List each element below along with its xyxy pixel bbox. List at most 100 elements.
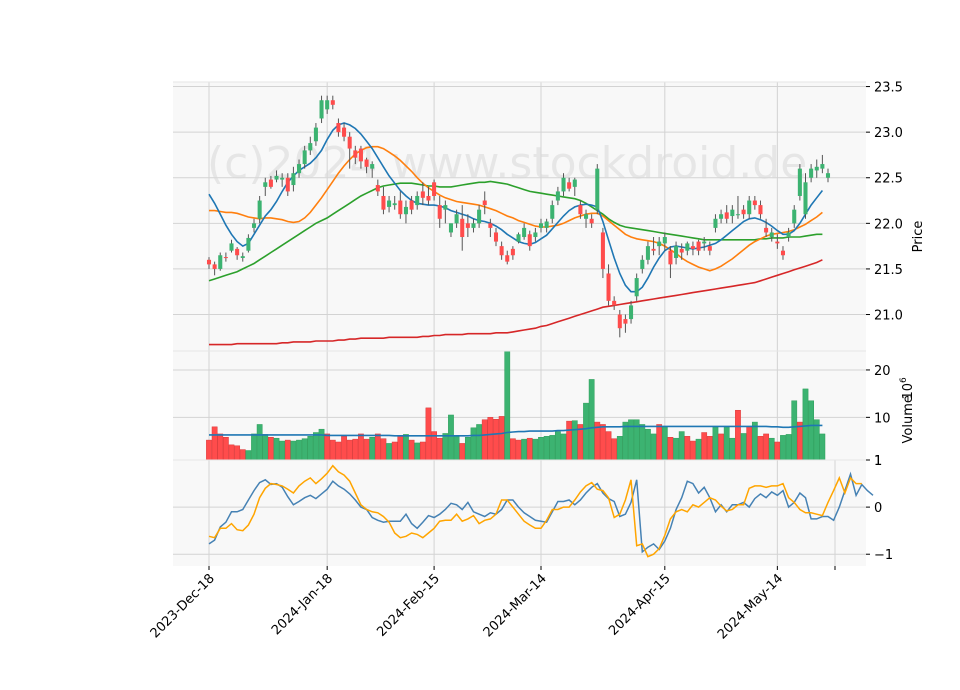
moving-average-mid-line	[209, 145, 823, 272]
candle-body	[595, 168, 600, 210]
candle	[809, 164, 814, 183]
candle-body	[747, 200, 752, 215]
candle-body	[510, 248, 515, 256]
volume-bar	[768, 437, 775, 461]
watermark-text: (c)2024 www.stockdroid.de	[207, 138, 807, 189]
candle	[730, 205, 735, 224]
candle-body	[308, 143, 313, 151]
candle-body	[724, 212, 729, 219]
volume-bar	[251, 433, 257, 461]
candle	[589, 214, 594, 228]
candle	[719, 209, 724, 224]
volume-bar	[369, 437, 376, 461]
candle	[426, 186, 431, 206]
candle-body	[291, 173, 296, 186]
volume-bar	[521, 438, 528, 461]
volume-bar	[341, 436, 347, 461]
candle	[775, 234, 780, 249]
volume-bar	[268, 437, 274, 461]
volume-bar	[678, 431, 685, 461]
volume-axis-label: Volume	[901, 395, 916, 443]
candle-body	[268, 179, 273, 187]
candle-body	[409, 200, 414, 210]
candle	[505, 250, 510, 265]
volume-bar	[448, 414, 454, 461]
candle	[493, 227, 499, 247]
candle	[291, 166, 296, 192]
candle-body	[668, 250, 673, 265]
candle	[820, 154, 825, 174]
candle-body	[415, 195, 420, 206]
volume-bar	[729, 437, 736, 461]
candle-body	[561, 177, 566, 192]
candle-body	[538, 223, 544, 228]
volume-bar	[650, 433, 657, 461]
volume-bar	[667, 437, 674, 461]
volume-bar	[228, 444, 235, 461]
candle-body	[240, 256, 245, 258]
candle	[465, 214, 470, 238]
volume-bar	[622, 421, 629, 461]
volume-bar	[262, 434, 269, 461]
candle	[584, 209, 589, 228]
candle-body	[662, 237, 667, 244]
volume-average-line	[209, 424, 823, 437]
volume-bar	[335, 441, 342, 461]
candle	[797, 164, 802, 201]
volume-bar	[583, 402, 589, 461]
candle-body	[251, 223, 257, 228]
candle-body	[814, 166, 819, 171]
candle-body	[375, 185, 380, 192]
candle	[358, 145, 363, 169]
candle	[522, 223, 527, 240]
candle	[561, 173, 566, 196]
y-tick-label: 21.0	[874, 309, 903, 324]
candle	[257, 195, 262, 224]
y-tick-label: 21.5	[874, 263, 903, 278]
candle	[533, 227, 538, 242]
volume-bar	[588, 379, 595, 461]
x-tick-label: 2024-May-14	[715, 571, 786, 642]
y-tick-label: 1	[874, 454, 882, 469]
candle-body	[392, 203, 397, 206]
candle-body	[550, 205, 555, 219]
candle	[313, 123, 318, 146]
candle	[482, 191, 487, 215]
candle	[285, 173, 290, 196]
candle-body	[235, 248, 240, 256]
volume-bar	[493, 418, 499, 461]
candle-body	[572, 179, 577, 187]
oscillator-line-blue	[208, 471, 874, 554]
candle	[420, 182, 425, 206]
volume-bar	[808, 400, 814, 461]
volume-bar	[307, 436, 314, 461]
candle	[814, 159, 819, 178]
candle	[499, 241, 504, 260]
volume-bar	[639, 424, 646, 461]
candle	[415, 191, 420, 210]
candle-body	[555, 191, 560, 201]
volume-bar	[785, 434, 792, 461]
candle-body	[797, 168, 802, 196]
y-tick-label: 1	[874, 454, 882, 469]
volume-bar	[296, 439, 302, 461]
volume-bar	[791, 400, 798, 461]
candle-body	[387, 200, 392, 207]
candle	[741, 205, 746, 219]
candle	[792, 205, 797, 228]
moving-average-long-line	[209, 259, 823, 346]
candle-body	[319, 100, 324, 119]
candle	[758, 200, 763, 219]
candle-body	[364, 159, 369, 167]
candle	[550, 200, 555, 224]
volume-bar	[571, 420, 578, 461]
candle	[634, 273, 639, 301]
candle	[786, 227, 791, 242]
volume-bar	[695, 438, 702, 461]
volume-bar	[751, 421, 758, 461]
candle-body	[769, 232, 774, 238]
candle	[629, 300, 634, 324]
volume-bar	[273, 437, 280, 461]
volume-bar	[605, 431, 612, 461]
volume-bar	[780, 435, 786, 461]
